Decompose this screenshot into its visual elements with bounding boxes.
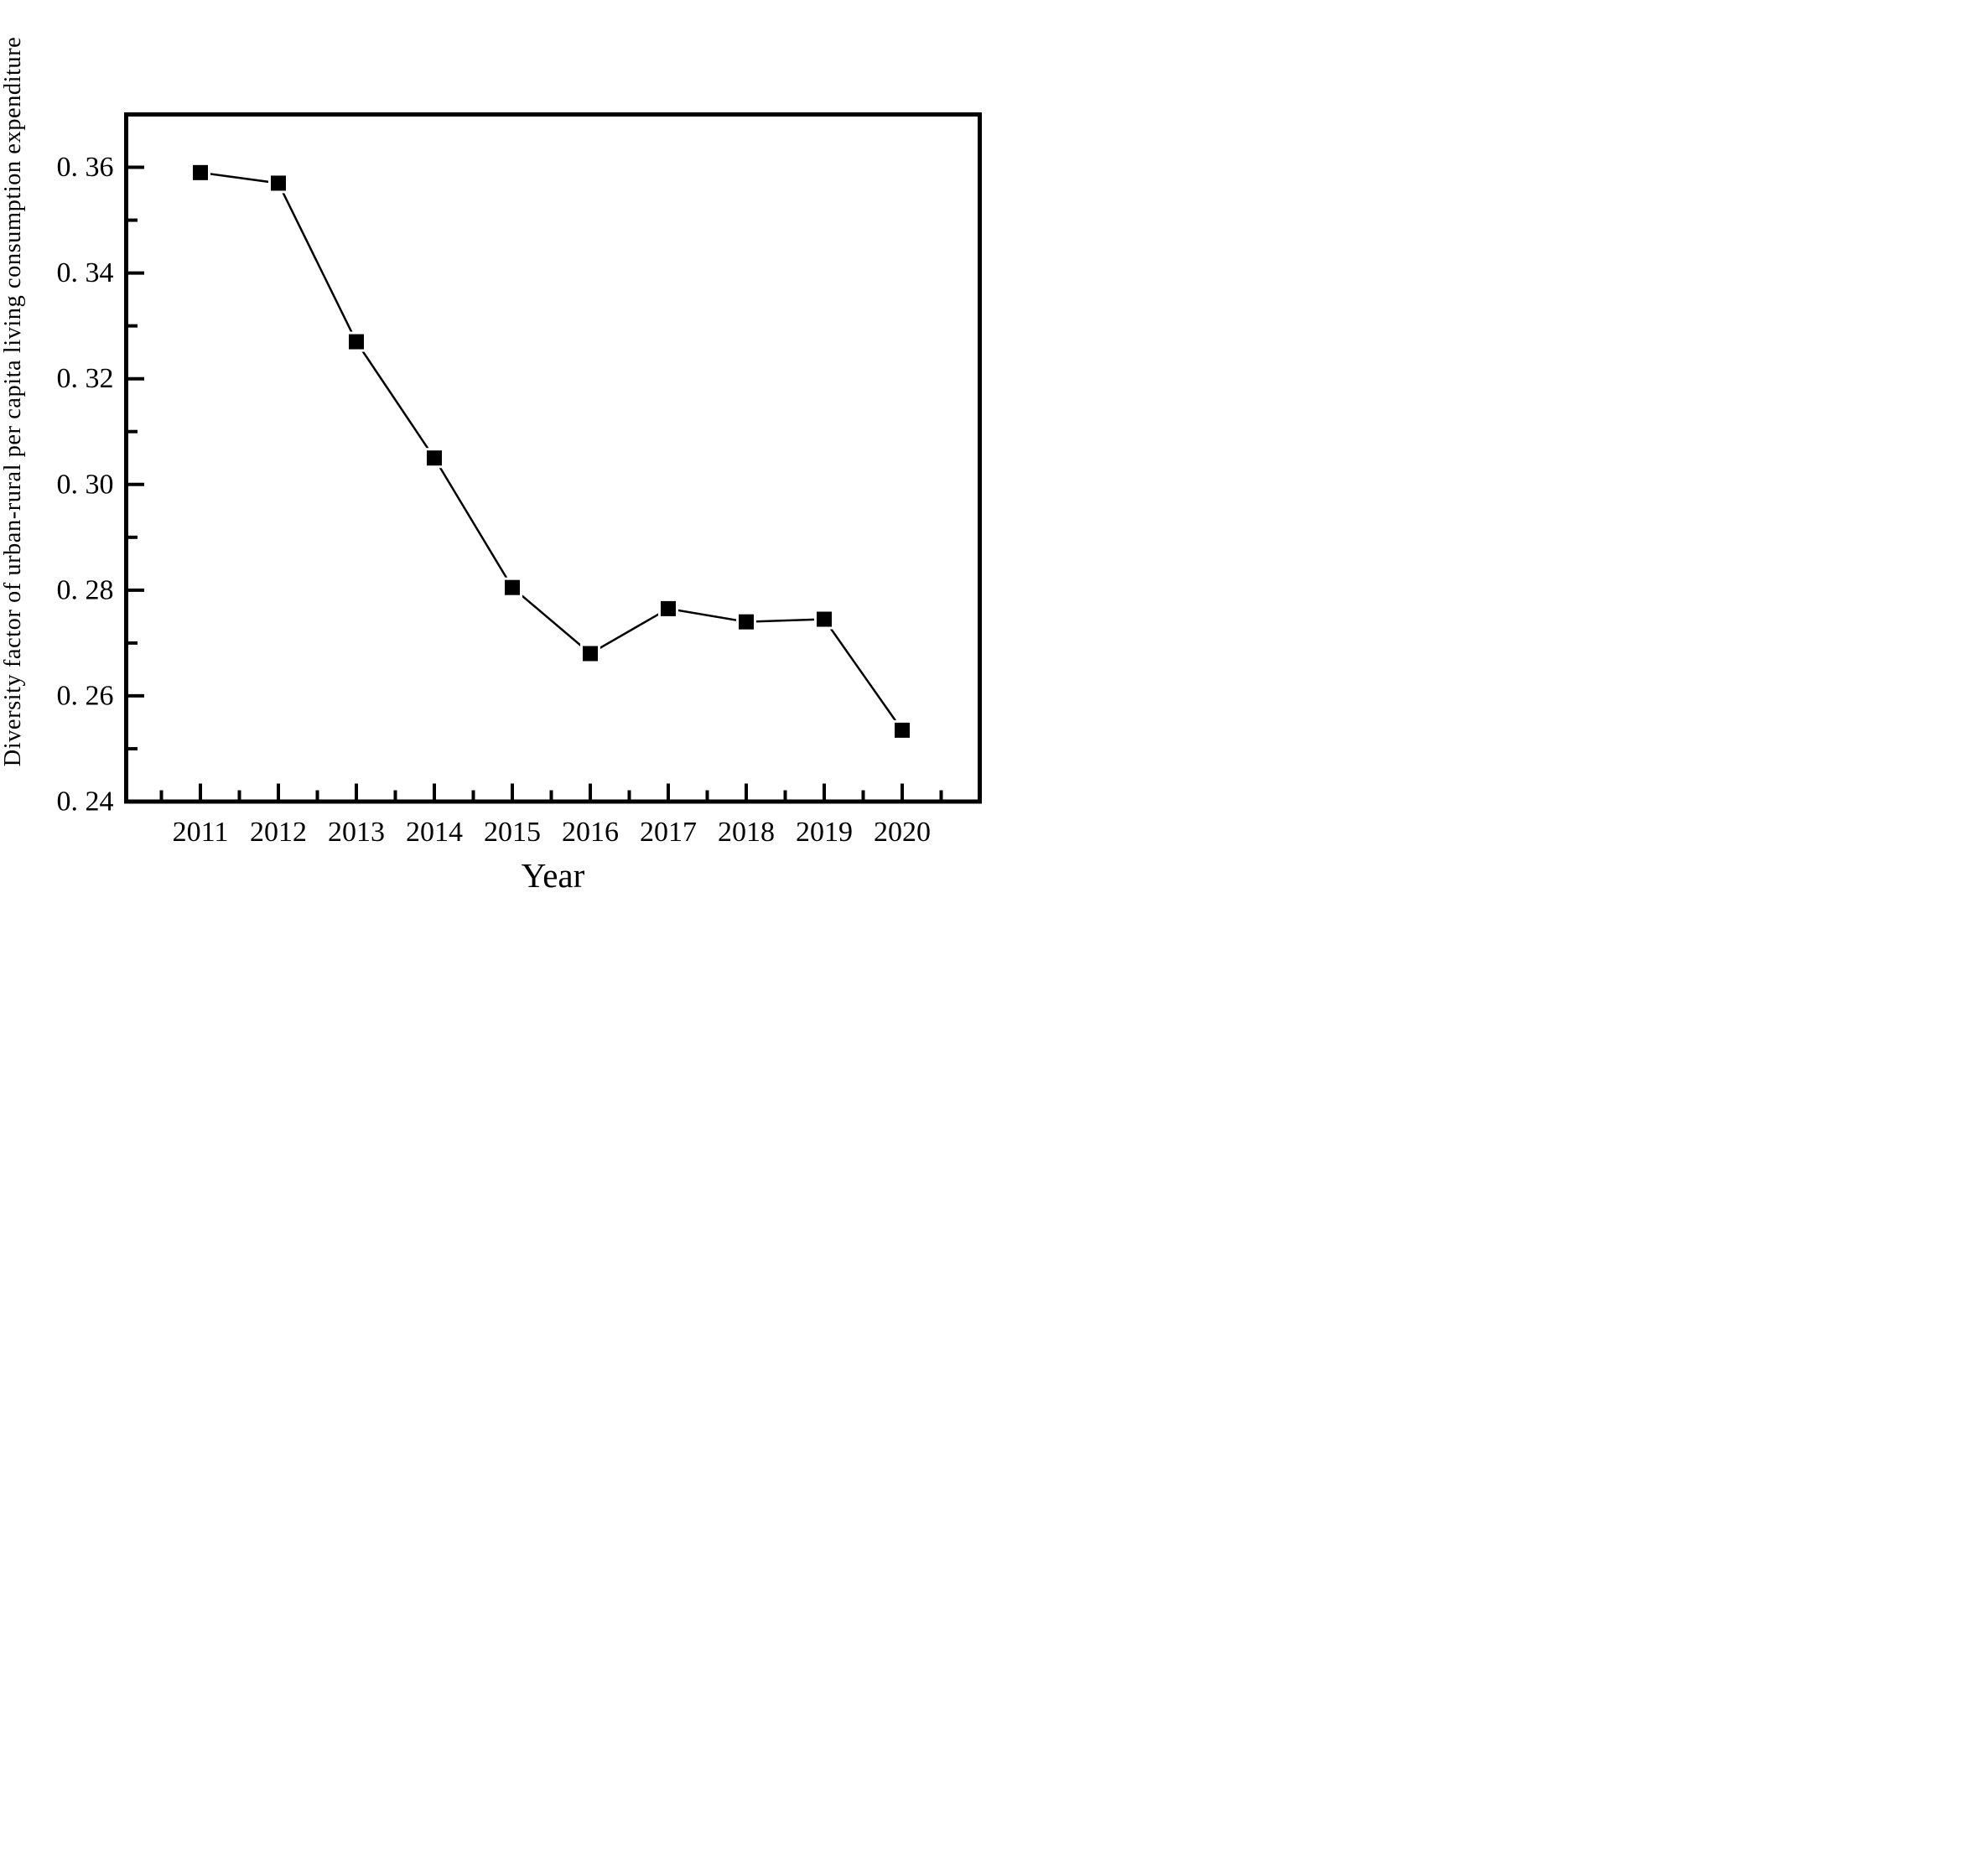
tick-labels-layer: 0. 36 0. 34 0. 32 0. 30 0. 28 0. 26 0. 24 2011 2… — [57, 152, 932, 848]
x-tick-label: 2011 — [173, 817, 229, 848]
x-tick-label: 2012 — [250, 817, 307, 848]
x-tick-label: 2017 — [640, 817, 697, 848]
data-series-layer — [190, 162, 912, 740]
y-tick-label: 0. 34 — [57, 257, 114, 288]
data-line — [200, 171, 904, 731]
y-tick-label: 0. 24 — [57, 786, 114, 818]
y-tick-label: 0. 30 — [57, 469, 114, 500]
x-tick-label: 2015 — [484, 817, 541, 848]
y-tick-label: 0. 28 — [57, 574, 114, 605]
data-point-marker — [739, 614, 754, 630]
axes-layer — [124, 112, 982, 804]
chart-figure: 0. 36 0. 34 0. 32 0. 30 0. 28 0. 26 0. 24 2011 2… — [0, 0, 994, 926]
x-tick-label: 2016 — [562, 817, 619, 848]
plot-border — [124, 112, 982, 804]
line-chart: 0. 36 0. 34 0. 32 0. 30 0. 28 0. 26 0. 24 2011 2… — [0, 37, 982, 895]
y-tick-label: 0. 36 — [57, 152, 114, 183]
x-axis-title: Year — [522, 856, 585, 895]
x-tick-label: 2019 — [796, 817, 853, 848]
x-tick-label: 2013 — [328, 817, 385, 848]
data-point-marker — [895, 722, 910, 738]
data-point-marker — [661, 600, 676, 616]
x-tick-label: 2018 — [718, 817, 775, 848]
data-point-marker — [505, 579, 520, 595]
x-tick-label: 2014 — [406, 817, 463, 848]
y-axis-title: Diversity factor of urban-rural per capi… — [0, 37, 26, 767]
y-tick-label: 0. 32 — [57, 363, 114, 394]
y-tick-label: 0. 26 — [57, 680, 114, 711]
data-point-marker — [349, 334, 364, 350]
data-point-marker — [193, 164, 208, 180]
data-point-marker — [817, 611, 832, 627]
x-tick-label: 2020 — [874, 817, 931, 848]
data-point-marker — [271, 175, 286, 191]
data-point-marker — [427, 450, 442, 466]
data-point-marker — [583, 646, 598, 662]
